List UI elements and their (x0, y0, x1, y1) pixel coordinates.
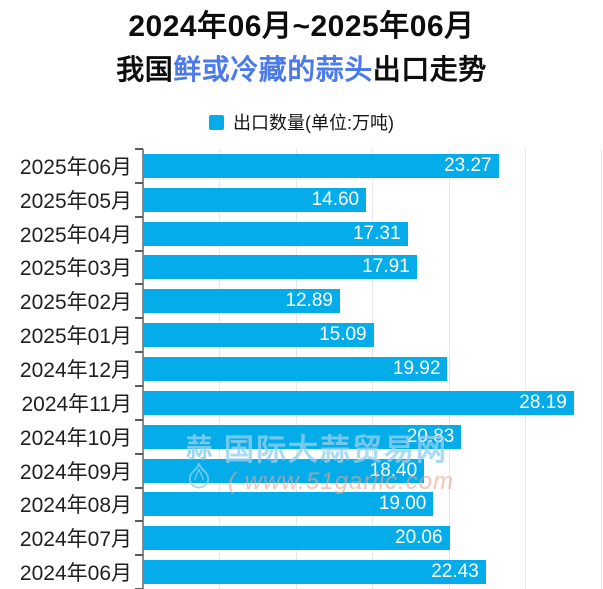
bar-track: 12.89 (143, 284, 603, 318)
bar: 15.09 (143, 323, 374, 348)
axis-tick (135, 148, 143, 150)
axis-tick (135, 181, 143, 184)
bar: 14.60 (143, 187, 367, 212)
axis-tick (135, 215, 143, 218)
bar-value-label: 28.19 (519, 391, 567, 413)
axis-tick (135, 554, 143, 557)
category-label: 2025年04月 (19, 223, 132, 247)
axis-tick (135, 486, 143, 489)
bar-chart: 2025年06月 23.27 2025年05月 14.60 2025年04月 17.31 2… (0, 148, 603, 589)
bar-value-label: 19.00 (378, 493, 427, 515)
bar-track: 23.27 (143, 149, 603, 183)
bar-track: 20.83 (143, 420, 603, 454)
bar: 17.31 (143, 221, 408, 246)
chart-title: 2024年06月~2025年06月 我国鲜或冷藏的蒜头出口走势 (0, 0, 603, 89)
legend: 出口数量(单位:万吨) (0, 109, 603, 135)
gridline (525, 149, 527, 589)
legend-label: 出口数量(单位:万吨) (233, 113, 394, 133)
gridline (448, 149, 450, 589)
chart-row: 2024年08月 19.00 (0, 487, 603, 521)
bar-track: 28.19 (143, 386, 603, 420)
bar: 20.06 (143, 526, 450, 551)
axis-tick (135, 418, 143, 421)
bar: 28.19 (143, 390, 574, 415)
bar-value-label: 20.06 (395, 527, 443, 549)
bar-track: 18.40 (143, 454, 603, 488)
chart-rows: 2025年06月 23.27 2025年05月 14.60 2025年04月 17.31 2… (0, 149, 603, 589)
bar-value-label: 17.31 (352, 222, 401, 244)
bar-track: 15.09 (143, 318, 603, 352)
axis-tick (135, 317, 143, 320)
bar-value-label: 19.92 (392, 357, 441, 379)
bar: 19.92 (143, 356, 448, 381)
bar-value-label: 14.60 (311, 188, 360, 210)
bar: 12.89 (143, 289, 340, 314)
axis-tick (135, 520, 143, 523)
axis-tick (135, 283, 143, 286)
chart-row: 2024年12月 19.92 (0, 352, 603, 386)
bar-track: 20.06 (143, 521, 603, 555)
bar: 23.27 (143, 153, 499, 178)
category-label: 2025年02月 (19, 291, 132, 315)
title-prefix: 我国 (116, 54, 174, 85)
category-label: 2025年01月 (19, 325, 132, 349)
title-highlight: 鲜或冷藏的蒜头 (173, 54, 373, 85)
bar-value-label: 20.83 (406, 425, 455, 447)
category-label: 2024年07月 (19, 528, 132, 552)
bar-value-label: 12.89 (285, 290, 333, 312)
bar-value-label: 22.43 (431, 561, 479, 583)
bar-track: 17.31 (143, 217, 603, 251)
chart-row: 2025年06月 23.27 (0, 149, 603, 183)
category-label: 2024年10月 (19, 426, 132, 450)
axis-tick (135, 351, 143, 354)
y-axis-ticks (135, 148, 143, 589)
category-label: 2024年06月 (19, 562, 132, 586)
chart-row: 2025年03月 17.91 (0, 251, 603, 285)
title-suffix: 出口走势 (372, 54, 487, 85)
title-subject: 我国鲜或冷藏的蒜头出口走势 (0, 51, 603, 89)
category-label: 2024年12月 (19, 358, 132, 382)
chart-row: 2025年02月 12.89 (0, 284, 603, 318)
chart-row: 2024年09月 18.40 (0, 454, 603, 488)
chart-row: 2025年01月 15.09 (0, 318, 603, 352)
bar-track: 19.92 (143, 352, 603, 386)
bar: 18.40 (143, 458, 425, 483)
bar-track: 17.91 (143, 251, 603, 285)
category-label: 2025年06月 (19, 155, 132, 179)
chart-row: 2025年04月 17.31 (0, 217, 603, 251)
bar-value-label: 17.91 (362, 256, 410, 278)
chart-row: 2024年10月 20.83 (0, 420, 603, 454)
chart-row: 2024年06月 22.43 (0, 555, 603, 589)
bar-value-label: 18.40 (369, 459, 418, 481)
bar: 19.00 (143, 492, 434, 517)
axis-tick (135, 452, 143, 455)
category-label: 2024年08月 (19, 494, 132, 518)
category-label: 2025年03月 (19, 257, 132, 281)
bar: 20.83 (143, 424, 462, 449)
bar-value-label: 15.09 (319, 324, 367, 346)
bar-value-label: 23.27 (444, 154, 492, 176)
gridline (601, 149, 603, 589)
title-date-range: 2024年06月~2025年06月 (128, 10, 475, 43)
chart-row: 2024年07月 20.06 (0, 521, 603, 555)
bar: 17.91 (143, 255, 417, 280)
chart-row: 2025年05月 14.60 (0, 183, 603, 217)
chart-row: 2024年11月 28.19 (0, 386, 603, 420)
category-label: 2024年11月 (21, 392, 132, 416)
axis-tick (135, 384, 143, 387)
bar-track: 14.60 (143, 183, 603, 217)
legend-swatch-icon (209, 114, 224, 130)
bar-track: 19.00 (143, 487, 603, 521)
category-label: 2024年09月 (19, 460, 132, 484)
category-label: 2025年05月 (19, 189, 132, 213)
bar-track: 22.43 (143, 555, 603, 589)
bar: 22.43 (143, 560, 486, 585)
axis-tick (135, 249, 143, 252)
